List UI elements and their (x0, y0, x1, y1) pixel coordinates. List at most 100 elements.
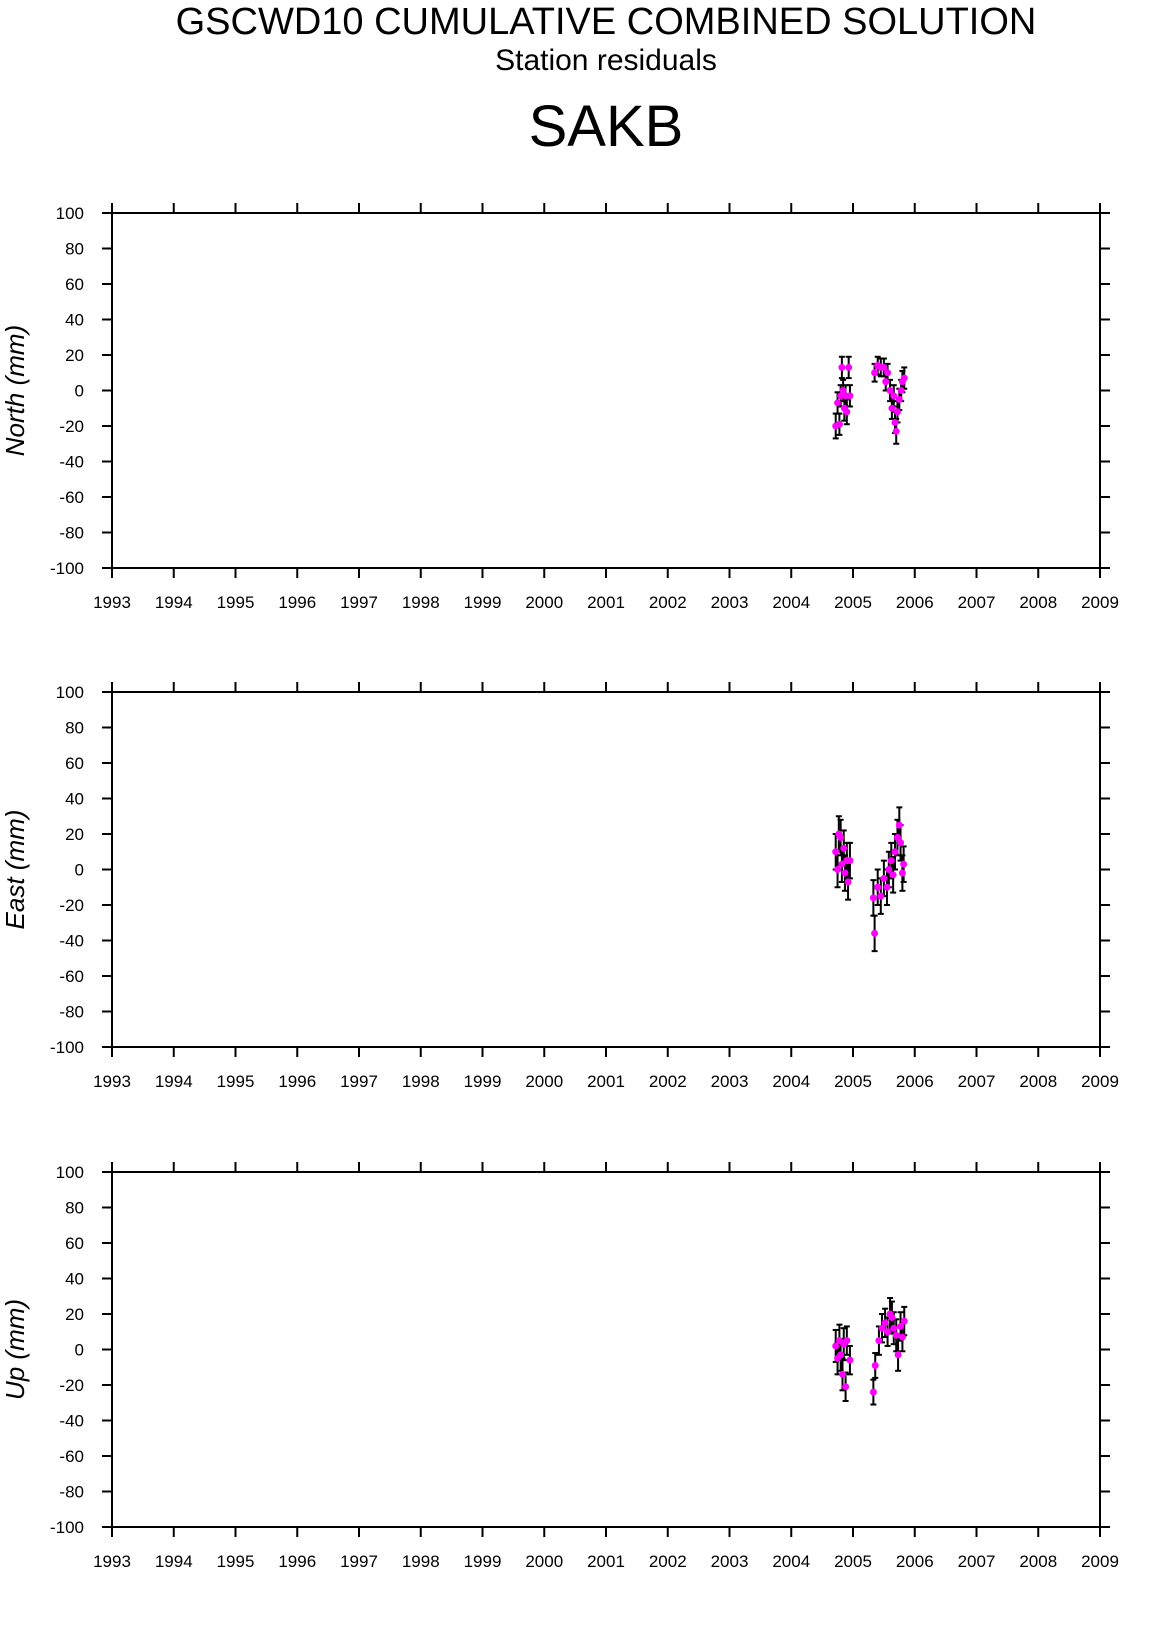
y-tick-label: -80 (59, 1003, 84, 1022)
point (888, 404, 896, 412)
point (839, 1370, 847, 1378)
point (880, 363, 888, 371)
point (885, 866, 893, 873)
x-tick-label: 1997 (340, 593, 378, 612)
x-tick-label: 1993 (93, 593, 131, 612)
point (844, 878, 852, 886)
point (889, 871, 897, 879)
x-tick-label: 2004 (772, 1072, 810, 1091)
y-tick-label: 60 (65, 1234, 84, 1253)
point (837, 834, 845, 842)
x-tick-label: 2001 (587, 1072, 625, 1091)
y-tick-label: 100 (56, 204, 84, 223)
y-tick-label: -100 (50, 1518, 84, 1537)
y-tick-label: -20 (59, 1376, 84, 1395)
x-tick-label: 2000 (525, 1552, 563, 1571)
y-tick-label: -40 (59, 1412, 84, 1431)
x-tick-label: 2006 (896, 1072, 934, 1091)
x-tick-label: 1993 (93, 1552, 131, 1571)
point (886, 387, 894, 394)
point (892, 427, 900, 435)
point (832, 848, 840, 856)
point (832, 1342, 840, 1350)
point (871, 1361, 879, 1369)
x-tick-label: 2004 (772, 593, 810, 612)
point (887, 857, 895, 865)
point (878, 1324, 886, 1332)
x-tick-label: 2002 (649, 593, 687, 612)
x-tick-label: 1995 (217, 593, 255, 612)
point (846, 392, 854, 400)
y-tick-label: 40 (65, 790, 84, 809)
point (869, 1388, 877, 1396)
x-tick-label: 2006 (896, 1552, 934, 1571)
y-tick-label: 20 (65, 825, 84, 844)
y-tick-label: -100 (50, 559, 84, 578)
point (837, 392, 845, 400)
y-tick-label: 40 (65, 1270, 84, 1289)
x-tick-label: 1993 (93, 1072, 131, 1091)
y-axis-label: Up (mm) (0, 1299, 30, 1400)
point (897, 387, 905, 394)
point (884, 1328, 892, 1336)
point (834, 866, 842, 873)
x-tick-label: 2008 (1019, 593, 1057, 612)
x-tick-label: 2009 (1081, 593, 1119, 612)
y-tick-label: 80 (65, 1199, 84, 1218)
point (898, 869, 906, 877)
point (846, 857, 854, 865)
y-tick-label: 0 (75, 382, 84, 401)
x-tick-label: 2003 (711, 1072, 749, 1091)
point (843, 408, 851, 416)
point (900, 1317, 908, 1325)
y-tick-label: 40 (65, 311, 84, 330)
x-tick-label: 2002 (649, 1072, 687, 1091)
point (846, 1356, 854, 1364)
x-tick-label: 1999 (464, 1552, 502, 1571)
x-tick-label: 2008 (1019, 1552, 1057, 1571)
x-tick-label: 1996 (278, 1072, 316, 1091)
point (883, 883, 891, 891)
point (890, 392, 898, 400)
point (874, 883, 882, 891)
y-axis-label: North (mm) (0, 325, 30, 456)
x-tick-label: 1998 (402, 1552, 440, 1571)
point (894, 1351, 902, 1359)
y-tick-label: 20 (65, 1305, 84, 1324)
y-tick-label: -60 (59, 1447, 84, 1466)
y-tick-label: -80 (59, 524, 84, 543)
point (900, 374, 908, 382)
y-tick-label: 80 (65, 240, 84, 259)
y-tick-label: -60 (59, 488, 84, 507)
point (871, 929, 879, 937)
y-tick-label: -20 (59, 896, 84, 915)
point (871, 369, 879, 377)
x-tick-label: 2003 (711, 593, 749, 612)
y-tick-label: -60 (59, 967, 84, 986)
point (875, 1337, 883, 1345)
x-tick-label: 2008 (1019, 1072, 1057, 1091)
x-tick-label: 1996 (278, 1552, 316, 1571)
point (891, 418, 899, 426)
x-tick-label: 2009 (1081, 1072, 1119, 1091)
y-tick-label: -80 (59, 1483, 84, 1502)
point (900, 860, 908, 868)
x-tick-label: 1998 (402, 593, 440, 612)
point (842, 1383, 850, 1391)
x-tick-label: 2002 (649, 1552, 687, 1571)
x-tick-label: 2007 (958, 1072, 996, 1091)
point (897, 1322, 905, 1330)
x-tick-label: 2006 (896, 593, 934, 612)
point (840, 844, 848, 852)
point (888, 1314, 896, 1322)
x-tick-label: 1995 (217, 1552, 255, 1571)
y-tick-label: -20 (59, 417, 84, 436)
x-tick-label: 1995 (217, 1072, 255, 1091)
x-tick-label: 2007 (958, 593, 996, 612)
point (892, 1331, 900, 1339)
x-tick-label: 1994 (155, 1072, 193, 1091)
x-tick-label: 2004 (772, 1552, 810, 1571)
y-tick-label: 60 (65, 754, 84, 773)
chart-subtitle: Station residuals (495, 44, 717, 77)
